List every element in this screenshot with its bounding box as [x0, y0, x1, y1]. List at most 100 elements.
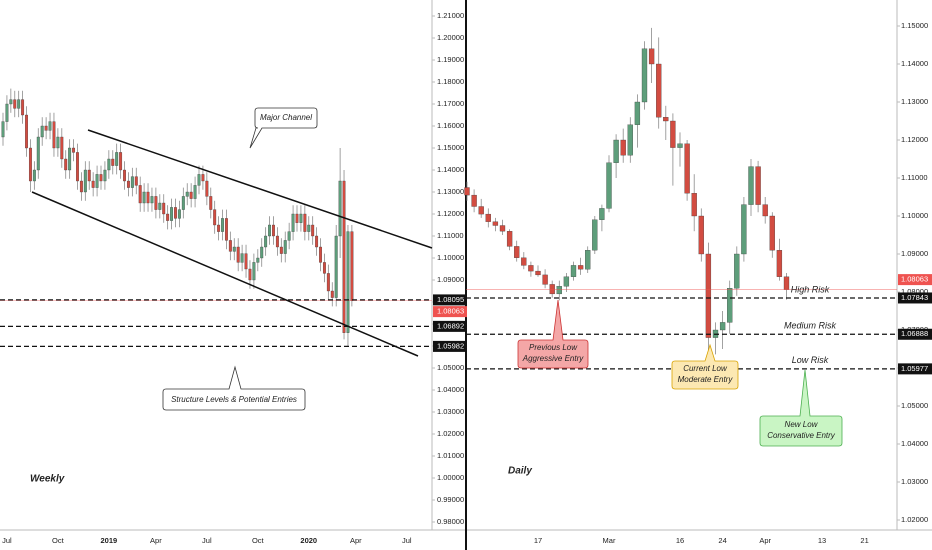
candle-body	[322, 262, 326, 274]
candle-body	[44, 125, 48, 131]
y-tick-label: 1.03000	[437, 407, 464, 416]
candle-body	[189, 191, 193, 199]
candle-body	[734, 253, 740, 289]
y-tick-label: 1.00000	[437, 473, 464, 482]
candle-body	[570, 265, 577, 277]
candle-body	[613, 139, 619, 163]
y-tick-label: 1.03000	[901, 477, 928, 486]
x-tick-label: 17	[534, 536, 542, 545]
candle-body	[213, 209, 217, 226]
x-tick-label: Jul	[202, 536, 212, 545]
candle-body	[64, 158, 68, 171]
candle-body	[307, 224, 311, 232]
candle-body	[181, 196, 185, 210]
candle-body	[221, 218, 224, 232]
candle-body	[103, 169, 107, 182]
level-label: 1.05977	[901, 364, 928, 373]
candle-body	[492, 221, 499, 226]
candle-body	[599, 208, 605, 220]
callout-text: Conservative Entry	[767, 431, 836, 440]
x-tick-label: Apr	[759, 536, 771, 545]
candle-body	[205, 180, 209, 197]
last-price-box	[433, 306, 467, 318]
y-tick-label: 0.98000	[437, 517, 464, 526]
level-label: 1.06892	[437, 321, 464, 330]
channel-lower	[31, 191, 419, 357]
candle-body	[146, 191, 150, 204]
x-tick-label: 21	[860, 536, 868, 545]
candle-body	[656, 63, 662, 118]
candle-body	[719, 322, 726, 331]
candle-body	[326, 273, 330, 292]
candle-body	[224, 218, 228, 241]
candle-body	[514, 246, 520, 258]
candle-body	[142, 191, 146, 204]
y-tick-label: 0.99000	[437, 495, 464, 504]
last-price-box	[898, 274, 932, 286]
y-tick-label: 1.04000	[901, 439, 928, 448]
y-tick-label: 1.12000	[437, 209, 464, 218]
candle-body	[48, 121, 52, 131]
candle-body	[542, 274, 548, 285]
candle-body	[549, 284, 555, 295]
candle-body	[670, 120, 676, 148]
x-tick-label: Jul	[2, 536, 12, 545]
candle-body	[99, 174, 103, 182]
level-label-box	[433, 340, 467, 352]
candle-body	[162, 202, 166, 215]
candle-body	[606, 162, 612, 209]
candle-body	[25, 114, 28, 149]
candle-body	[698, 215, 704, 255]
candle-body	[684, 143, 690, 194]
y-tick-label: 1.17000	[437, 99, 464, 108]
candle-body	[244, 253, 248, 270]
candle-body	[279, 246, 283, 254]
candle-body	[107, 158, 111, 171]
candle-body	[295, 213, 299, 223]
x-tick-label: Oct	[52, 536, 65, 545]
y-tick-label: 1.19000	[437, 55, 464, 64]
candle-body	[60, 136, 64, 160]
candle-body	[119, 152, 123, 171]
candle-body	[315, 235, 319, 248]
y-tick-label: 1.21000	[437, 11, 464, 20]
callout-text: New Low	[785, 420, 819, 429]
level-name: Medium Risk	[784, 321, 837, 331]
candle-body	[585, 250, 591, 270]
candle-body	[185, 191, 189, 197]
y-tick-label: 1.16000	[437, 121, 464, 130]
candle-body	[577, 265, 584, 270]
candle-body	[36, 136, 40, 171]
candle-body	[499, 225, 506, 232]
candle-body	[346, 231, 350, 333]
candle-body	[350, 231, 354, 301]
weekly-panel: 0.98000 0.99000 1.00000 1.01000 1.02000 1.030…	[0, 11, 467, 545]
candle-body	[217, 224, 221, 232]
callout-box	[162, 365, 306, 411]
candle-body	[260, 246, 264, 259]
candle-body	[748, 166, 754, 205]
candle-body	[170, 207, 174, 221]
channel-upper	[87, 129, 433, 249]
candle-body	[506, 231, 513, 247]
candle-body	[776, 250, 783, 277]
x-tick-label: Jul	[402, 536, 412, 545]
annotation: Structure Levels & Potential Entries	[171, 395, 297, 404]
y-tick-label: 1.13000	[901, 97, 928, 106]
candle-body	[9, 99, 13, 105]
y-tick-label: 1.11000	[437, 231, 464, 240]
y-tick-label: 1.13000	[437, 187, 464, 196]
candle-body	[727, 288, 733, 323]
x-tick-label: Apr	[350, 536, 362, 545]
level-label-box	[433, 294, 467, 306]
y-tick-label: 1.09000	[901, 249, 928, 258]
candle-body	[177, 209, 181, 219]
daily-panel: 1.020001.030001.040001.050001.060001.070…	[464, 21, 932, 545]
level-label-box	[898, 328, 932, 340]
candle-body	[87, 169, 91, 182]
candle-body	[21, 99, 25, 116]
callout-box	[517, 299, 589, 369]
candle-body	[535, 270, 541, 276]
candle-body	[232, 246, 236, 252]
y-tick-label: 1.10000	[901, 211, 928, 220]
